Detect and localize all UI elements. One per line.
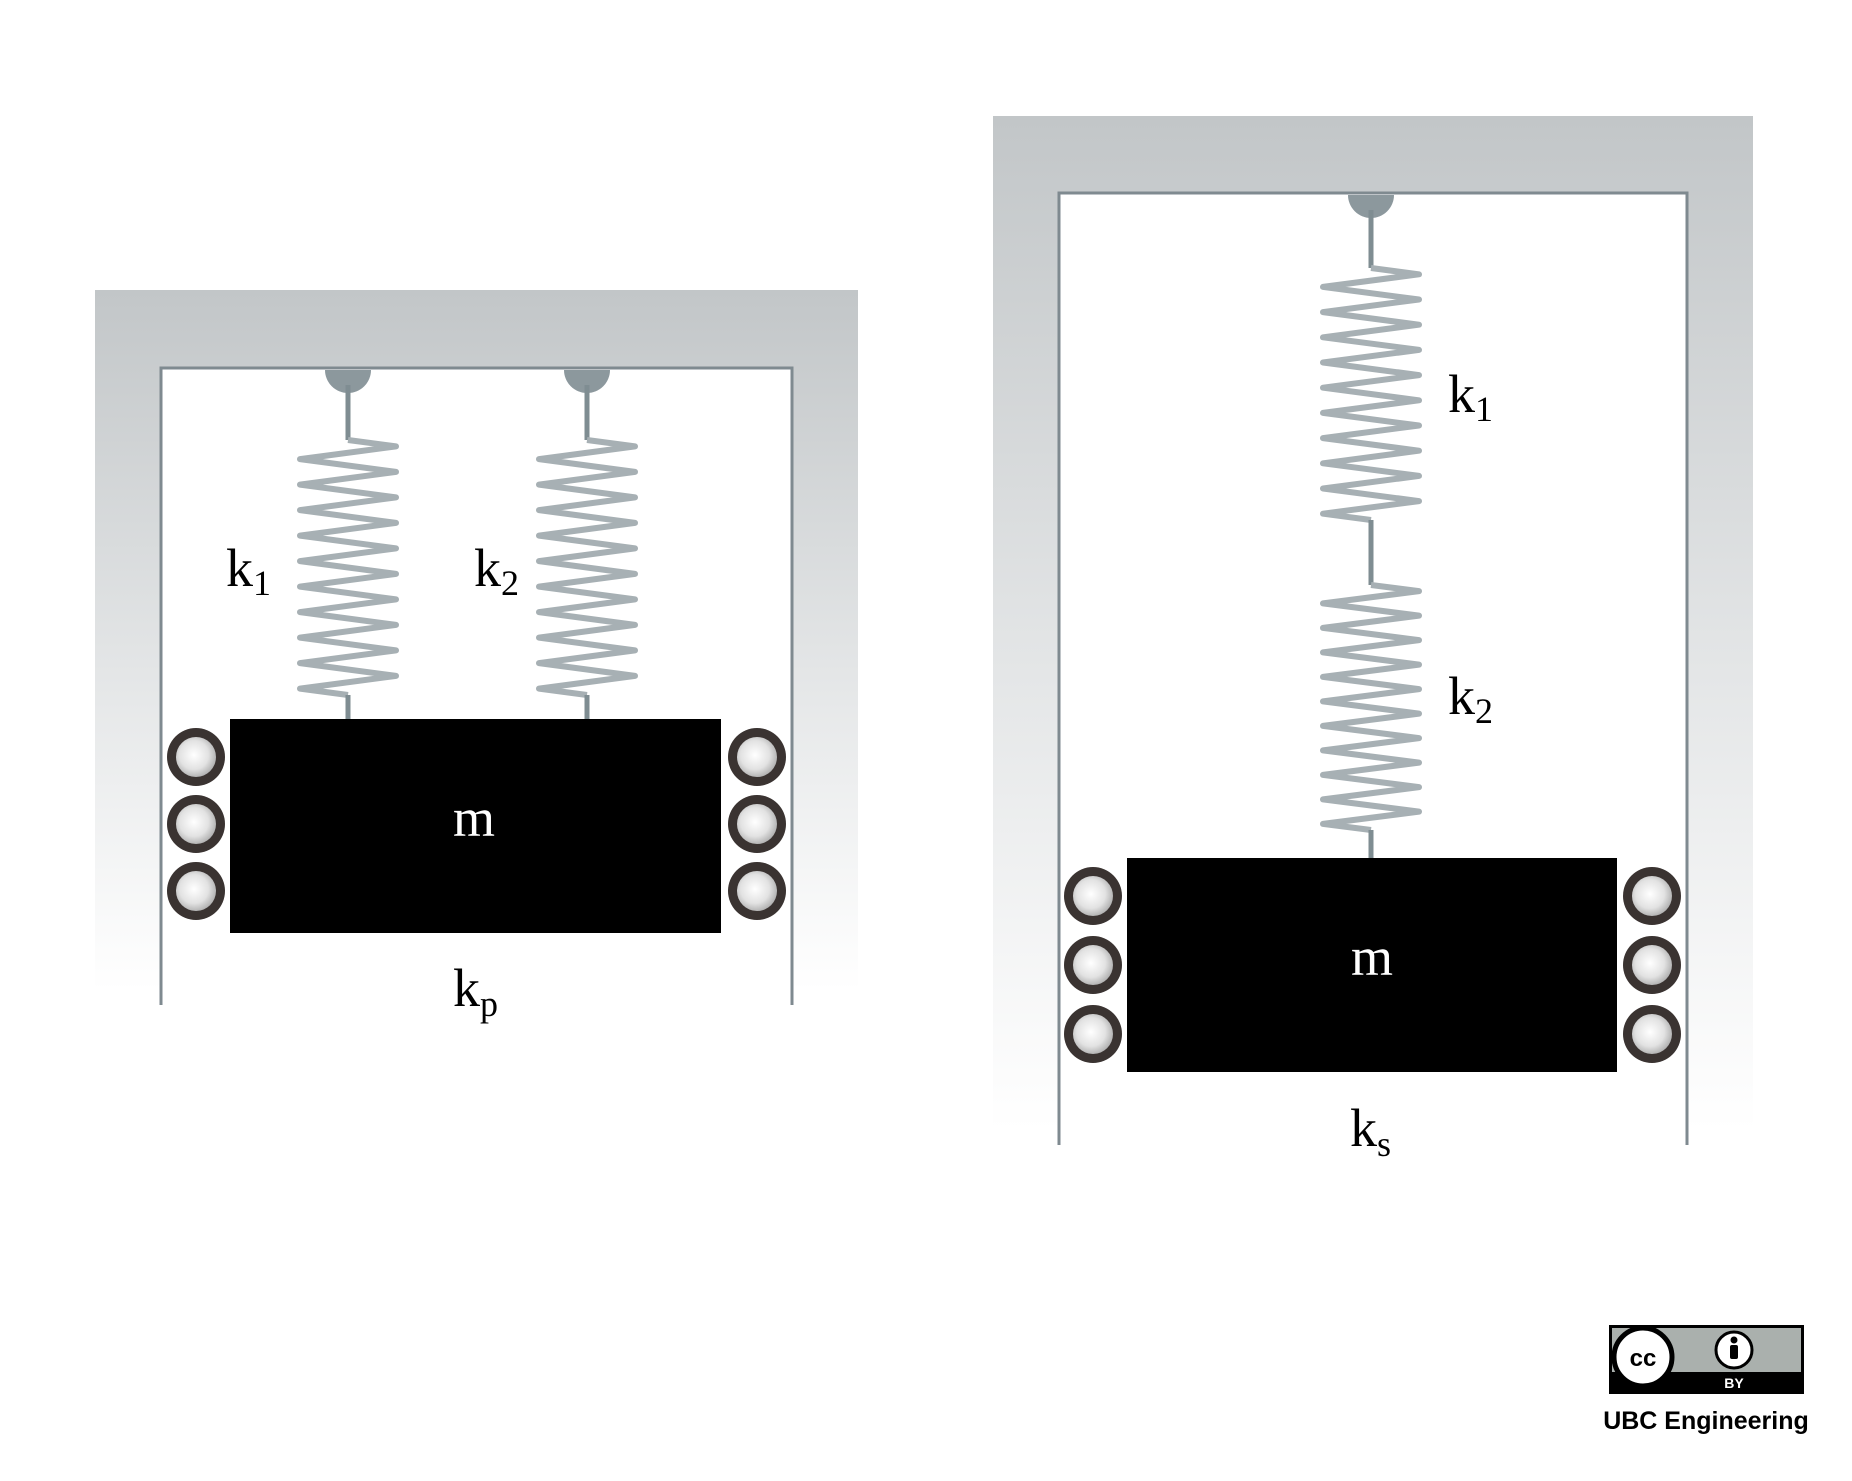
roller (167, 862, 225, 920)
roller (167, 728, 225, 786)
credit-text: UBC Engineering (1603, 1407, 1809, 1435)
cc-icon (1611, 1325, 1675, 1389)
series-spring-system: k1 k2 m ks (993, 116, 1753, 1164)
left-spring-k1 (297, 385, 399, 720)
roller (728, 728, 786, 786)
cc-by-license-badge: cc BY UBC Engineering (1603, 1325, 1809, 1435)
right-anchor (1348, 195, 1394, 218)
left-spring-k2 (536, 385, 638, 720)
left-kp-label: kp (453, 958, 498, 1024)
roller (167, 795, 225, 853)
right-k2-label: k2 (1448, 666, 1493, 731)
left-anchor-1 (325, 370, 371, 393)
cc-icon-text: cc (1630, 1345, 1657, 1372)
left-k1-label: k1 (226, 538, 271, 603)
left-anchor-2 (564, 370, 610, 393)
left-rollers-left (167, 728, 225, 920)
right-spring-k2 (1320, 582, 1422, 860)
right-frame-outline (1057, 191, 1689, 1145)
right-rollers-left (1064, 867, 1122, 1063)
roller (728, 862, 786, 920)
left-frame-outline (159, 366, 794, 1005)
left-rollers-right (728, 728, 786, 920)
attribution-icon (1714, 1330, 1754, 1370)
by-text: BY (1724, 1375, 1744, 1391)
left-frame-housing (95, 290, 858, 990)
right-spring-k1 (1320, 210, 1422, 523)
right-ks-label: ks (1350, 1098, 1391, 1164)
roller (1623, 867, 1681, 925)
roller (1064, 1005, 1122, 1063)
right-mass-label: m (1351, 927, 1393, 987)
left-mass-label: m (453, 788, 495, 848)
roller (1064, 936, 1122, 994)
right-rollers-right (1623, 867, 1681, 1063)
right-mass-block (1127, 858, 1617, 1072)
roller (1623, 1005, 1681, 1063)
left-k2-label: k2 (474, 538, 519, 603)
right-k1-label: k1 (1448, 364, 1493, 429)
roller (1623, 936, 1681, 994)
roller (728, 795, 786, 853)
roller (1064, 867, 1122, 925)
parallel-spring-system: k1 k2 m kp (95, 290, 858, 1024)
left-mass-block (230, 719, 721, 933)
